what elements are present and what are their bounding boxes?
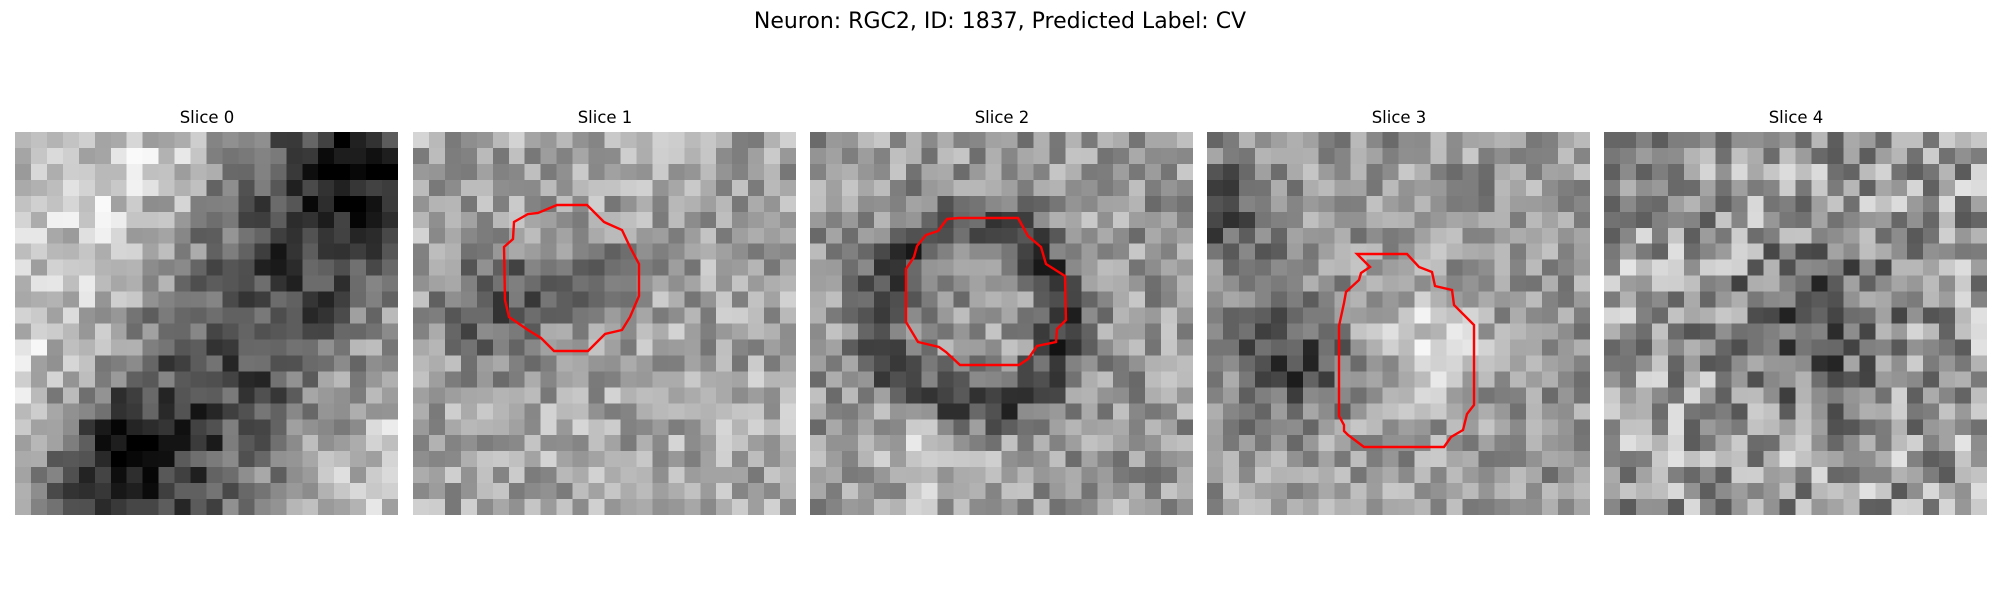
slice-title-1: Slice 1 bbox=[577, 108, 633, 127]
slice-panel-3: Slice 3 bbox=[1207, 108, 1591, 515]
slice-title-2: Slice 2 bbox=[974, 108, 1030, 127]
slice-image-0 bbox=[15, 132, 398, 515]
slice-image-3 bbox=[1207, 132, 1590, 515]
slice-image-2 bbox=[810, 132, 1193, 515]
slice-panel-4: Slice 4 bbox=[1604, 108, 1988, 515]
slice-image-1 bbox=[413, 132, 796, 515]
slice-image-4 bbox=[1604, 132, 1987, 515]
slice-title-3: Slice 3 bbox=[1371, 108, 1427, 127]
slice-title-4: Slice 4 bbox=[1768, 108, 1824, 127]
slice-title-0: Slice 0 bbox=[179, 108, 235, 127]
slice-panel-0: Slice 0 bbox=[15, 108, 399, 515]
slice-panel-2: Slice 2 bbox=[810, 108, 1194, 515]
slice-panel-1: Slice 1 bbox=[413, 108, 797, 515]
figure-title: Neuron: RGC2, ID: 1837, Predicted Label:… bbox=[753, 9, 1247, 34]
